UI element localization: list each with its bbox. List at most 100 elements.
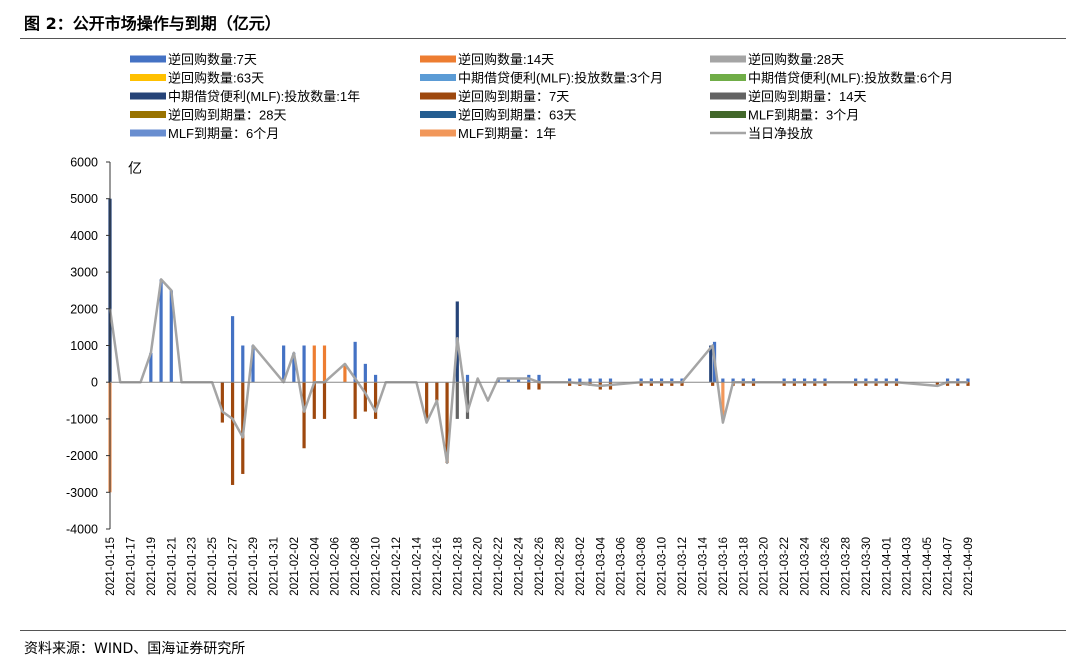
y-tick-label: 0 [91, 376, 98, 390]
y-tick-label: 5000 [70, 192, 98, 206]
bar [353, 341, 357, 383]
legend-swatch [420, 74, 456, 81]
y-tick-label: -3000 [66, 486, 98, 500]
bar [894, 382, 899, 386]
bottom-rule [20, 630, 1066, 631]
bar [230, 382, 235, 485]
bar [966, 382, 970, 386]
legend-label: MLF到期量：3个月 [748, 108, 859, 123]
x-tick-label: 2021-01-15 [105, 537, 117, 596]
x-tick-label: 2021-02-18 [452, 537, 464, 596]
bar [813, 382, 817, 386]
bar [711, 382, 715, 386]
y-tick-label: -1000 [66, 412, 98, 426]
legend-label: 逆回购数量:7天 [168, 52, 257, 67]
bar [639, 378, 643, 383]
x-tick-label: 2021-03-18 [738, 537, 750, 596]
x-tick-label: 2021-02-10 [371, 537, 383, 596]
x-tick-label: 2021-02-28 [554, 537, 566, 596]
bar [874, 382, 878, 386]
bar [322, 345, 327, 383]
x-tick-label: 2021-02-24 [514, 536, 526, 595]
x-tick-label: 2021-02-14 [411, 536, 423, 595]
x-tick-label: 2021-01-17 [125, 537, 137, 596]
x-tick-label: 2021-03-26 [820, 537, 832, 596]
bar [709, 345, 713, 383]
y-tick-label: 3000 [70, 266, 98, 280]
x-tick-label: 2021-04-03 [902, 537, 914, 596]
bar [639, 382, 643, 386]
x-tick-label: 2021-03-20 [759, 537, 771, 596]
bar [884, 382, 888, 386]
bar [568, 378, 572, 383]
x-tick-label: 2021-03-02 [575, 537, 587, 596]
bar [741, 378, 745, 383]
legend-label: 逆回购到期量：63天 [458, 108, 576, 123]
bar [792, 378, 796, 383]
legend-label: 中期借贷便利(MLF):投放数量:3个月 [458, 71, 663, 86]
legend-label: MLF到期量：6个月 [168, 126, 279, 141]
legend-label: MLF到期量：1年 [458, 126, 556, 141]
bar [864, 378, 868, 383]
legend-swatch [710, 92, 746, 100]
legend-swatch [420, 129, 456, 137]
legend-swatch [420, 55, 456, 63]
legend-swatch [130, 129, 166, 137]
x-tick-label: 2021-04-07 [943, 537, 955, 596]
y-tick-label: -4000 [66, 523, 98, 537]
legend-swatch [710, 74, 746, 81]
bar [312, 382, 316, 419]
bar [598, 378, 602, 383]
bar [854, 378, 858, 383]
bar [353, 382, 357, 419]
bar [169, 290, 173, 383]
bar [670, 382, 674, 386]
x-tick-label: 2021-02-04 [309, 536, 321, 595]
bar [649, 378, 653, 383]
x-tick-label: 2021-03-30 [861, 537, 873, 596]
bar [751, 378, 756, 383]
bar [680, 382, 684, 386]
x-tick-label: 2021-03-10 [657, 537, 669, 596]
bar [506, 378, 510, 383]
bar [159, 279, 163, 383]
bar [802, 378, 807, 383]
legend-swatch [710, 111, 746, 118]
x-tick-label: 2021-01-23 [187, 537, 199, 596]
legend-label: 逆回购到期量：28天 [168, 108, 286, 123]
bar [659, 382, 664, 386]
bar [455, 382, 459, 419]
bar [343, 363, 347, 383]
bar [874, 378, 878, 383]
legend-label: 逆回购数量:14天 [458, 52, 554, 67]
legend-swatch [130, 111, 166, 118]
x-tick-label: 2021-03-22 [779, 537, 791, 596]
bar [465, 374, 470, 383]
bar [312, 345, 316, 383]
y-tick-label: 2000 [70, 302, 98, 316]
bar [894, 378, 899, 383]
bar [425, 382, 429, 419]
legend-swatch [130, 55, 166, 63]
y-tick-label: 4000 [70, 229, 98, 243]
bar [527, 382, 531, 390]
net-line [108, 278, 968, 465]
bar [435, 382, 439, 401]
y-tick-label: 6000 [70, 156, 98, 170]
bar [854, 382, 858, 386]
legend-label: 逆回购到期量：14天 [748, 89, 866, 104]
bar [823, 382, 827, 386]
x-tick-label: 2021-02-12 [391, 537, 403, 596]
bar [751, 382, 756, 386]
bar [966, 378, 970, 383]
legend-label: 当日净投放 [748, 126, 813, 141]
bar [721, 382, 725, 419]
bar [802, 382, 807, 386]
bar [813, 378, 817, 383]
top-rule [20, 38, 1066, 39]
bar [568, 382, 572, 386]
legend-label: 逆回购数量:28天 [748, 52, 844, 67]
x-tick-label: 2021-01-21 [166, 537, 178, 596]
bar [823, 378, 827, 383]
